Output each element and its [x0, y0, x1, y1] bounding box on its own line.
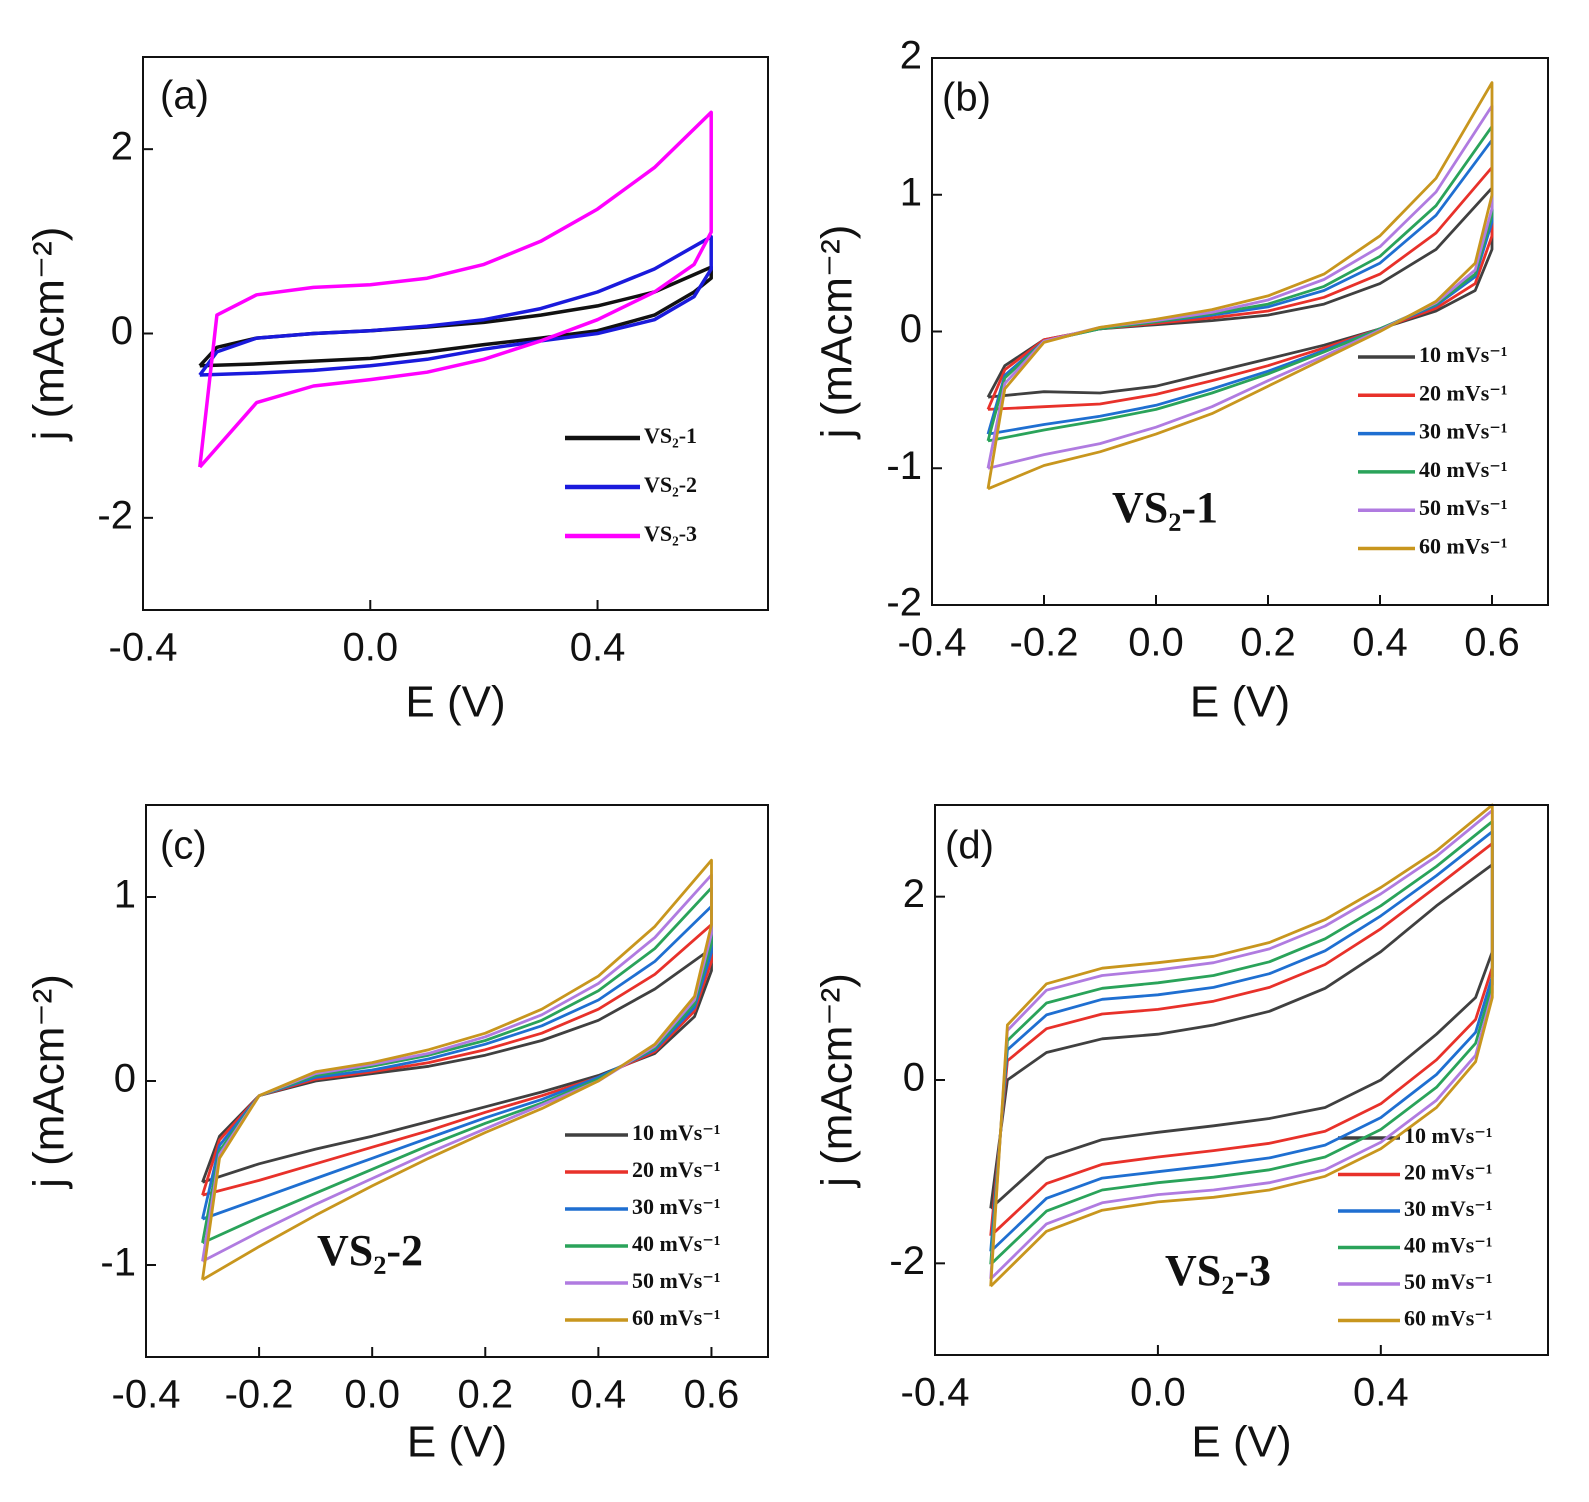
sample-label: VS₂-2 [317, 1226, 423, 1275]
plot-frame [931, 57, 1549, 606]
legend-label: 10 mVs⁻¹ [1404, 1123, 1492, 1148]
x-axis-label: E (V) [407, 1418, 507, 1467]
legend-label: 40 mVs⁻¹ [1419, 457, 1507, 482]
cv-curve [198, 110, 713, 469]
panel-label: (b) [942, 76, 991, 120]
x-tick-label: 0.4 [570, 626, 626, 670]
legend-label: 40 mVs⁻¹ [1404, 1233, 1492, 1258]
x-axis-label: E (V) [1190, 678, 1290, 727]
legend-label: 50 mVs⁻¹ [1404, 1269, 1492, 1294]
x-tick-label: -0.4 [112, 1373, 181, 1417]
x-tick-label: 0.4 [1353, 1371, 1409, 1415]
y-tick-label: 2 [900, 34, 922, 78]
x-tick-label: 0.4 [571, 1373, 627, 1417]
cv-curve [986, 81, 1494, 491]
y-tick-label: 1 [114, 873, 136, 917]
panel-label: (c) [160, 824, 207, 868]
y-tick-label: 2 [903, 872, 925, 916]
legend-label: 40 mVs⁻¹ [632, 1231, 720, 1256]
legend-label: 30 mVs⁻¹ [1404, 1196, 1492, 1221]
y-tick-label: 0 [111, 309, 133, 353]
x-tick-label: 0.0 [1130, 1371, 1186, 1415]
y-tick-label: 1 [900, 170, 922, 214]
legend-label: 10 mVs⁻¹ [1419, 342, 1507, 367]
legend-label: 20 mVs⁻¹ [1404, 1160, 1492, 1185]
y-axis-label: j (mAcm⁻²) [25, 227, 74, 443]
legend-label: VS₂-2 [644, 472, 697, 497]
panel: -0.4 0.0 0.4 -2 0 2 VS₂-1 VS₂-2 VS₂-3 (a) E (V) j (… [25, 56, 769, 727]
x-tick-label: 0.0 [342, 626, 398, 670]
legend-label: 30 mVs⁻¹ [632, 1194, 720, 1219]
cv-curve [989, 803, 1494, 1288]
y-axis-label: j (mAcm⁻²) [25, 974, 74, 1190]
x-tick-label: 0.6 [684, 1373, 740, 1417]
y-tick-label: -2 [886, 581, 922, 625]
panel-label: (a) [160, 74, 209, 118]
x-tick-label: -0.4 [898, 621, 967, 665]
legend-label: 30 mVs⁻¹ [1419, 419, 1507, 444]
panel: -0.4 -0.2 0.0 0.2 0.4 0.6 -2 -1 0 1 2 10 mVs⁻¹ 20 mV… [813, 34, 1549, 727]
x-axis-label: E (V) [405, 678, 505, 727]
plot-frame [934, 804, 1549, 1356]
legend-label: 20 mVs⁻¹ [632, 1157, 720, 1182]
legend-label: VS₂-1 [644, 423, 697, 448]
y-tick-label: 0 [114, 1057, 136, 1101]
sample-label: VS₂-3 [1165, 1246, 1271, 1295]
legend-label: 60 mVs⁻¹ [1404, 1306, 1492, 1331]
x-axis-label: E (V) [1191, 1418, 1291, 1467]
x-tick-label: 0.6 [1464, 621, 1520, 665]
y-tick-label: 0 [900, 307, 922, 351]
y-axis-label: j (mAcm⁻²) [813, 973, 862, 1189]
y-tick-label: -2 [889, 1239, 925, 1283]
panel: -0.4 0.0 0.4 -2 0 2 10 mVs⁻¹ 20 mVs⁻¹ 30 mVs⁻¹ 40… [813, 803, 1549, 1467]
x-tick-label: -0.2 [225, 1373, 294, 1417]
legend-label: 10 mVs⁻¹ [632, 1120, 720, 1145]
x-tick-label: 0.2 [1240, 621, 1296, 665]
x-tick-label: 0.0 [344, 1373, 400, 1417]
y-axis-label: j (mAcm⁻²) [813, 225, 862, 441]
x-tick-label: 0.4 [1352, 621, 1408, 665]
y-tick-label: 0 [903, 1056, 925, 1100]
legend-label: VS₂-3 [644, 521, 697, 546]
y-tick-label: -2 [97, 493, 133, 537]
panel-label: (d) [945, 824, 994, 868]
legend-label: 60 mVs⁻¹ [632, 1305, 720, 1330]
y-tick-label: -1 [100, 1241, 136, 1285]
legend-label: 50 mVs⁻¹ [1419, 495, 1507, 520]
x-tick-label: -0.4 [109, 626, 178, 670]
plot-frame [142, 56, 769, 611]
x-tick-label: -0.2 [1010, 621, 1079, 665]
x-tick-label: 0.2 [457, 1373, 513, 1417]
plot-frame [145, 804, 769, 1358]
panel: -0.4 -0.2 0.0 0.2 0.4 0.6 -1 0 1 10 mVs⁻¹ 20 mVs⁻¹… [25, 804, 769, 1467]
legend-label: 60 mVs⁻¹ [1419, 534, 1507, 559]
y-tick-label: -1 [886, 444, 922, 488]
cv-curve [198, 234, 713, 377]
legend-label: 50 mVs⁻¹ [632, 1268, 720, 1293]
legend-label: 20 mVs⁻¹ [1419, 380, 1507, 405]
cv-curve [201, 858, 713, 1281]
sample-label: VS₂-1 [1112, 483, 1218, 532]
x-tick-label: -0.4 [901, 1371, 970, 1415]
y-tick-label: 2 [111, 125, 133, 169]
x-tick-label: 0.0 [1128, 621, 1184, 665]
